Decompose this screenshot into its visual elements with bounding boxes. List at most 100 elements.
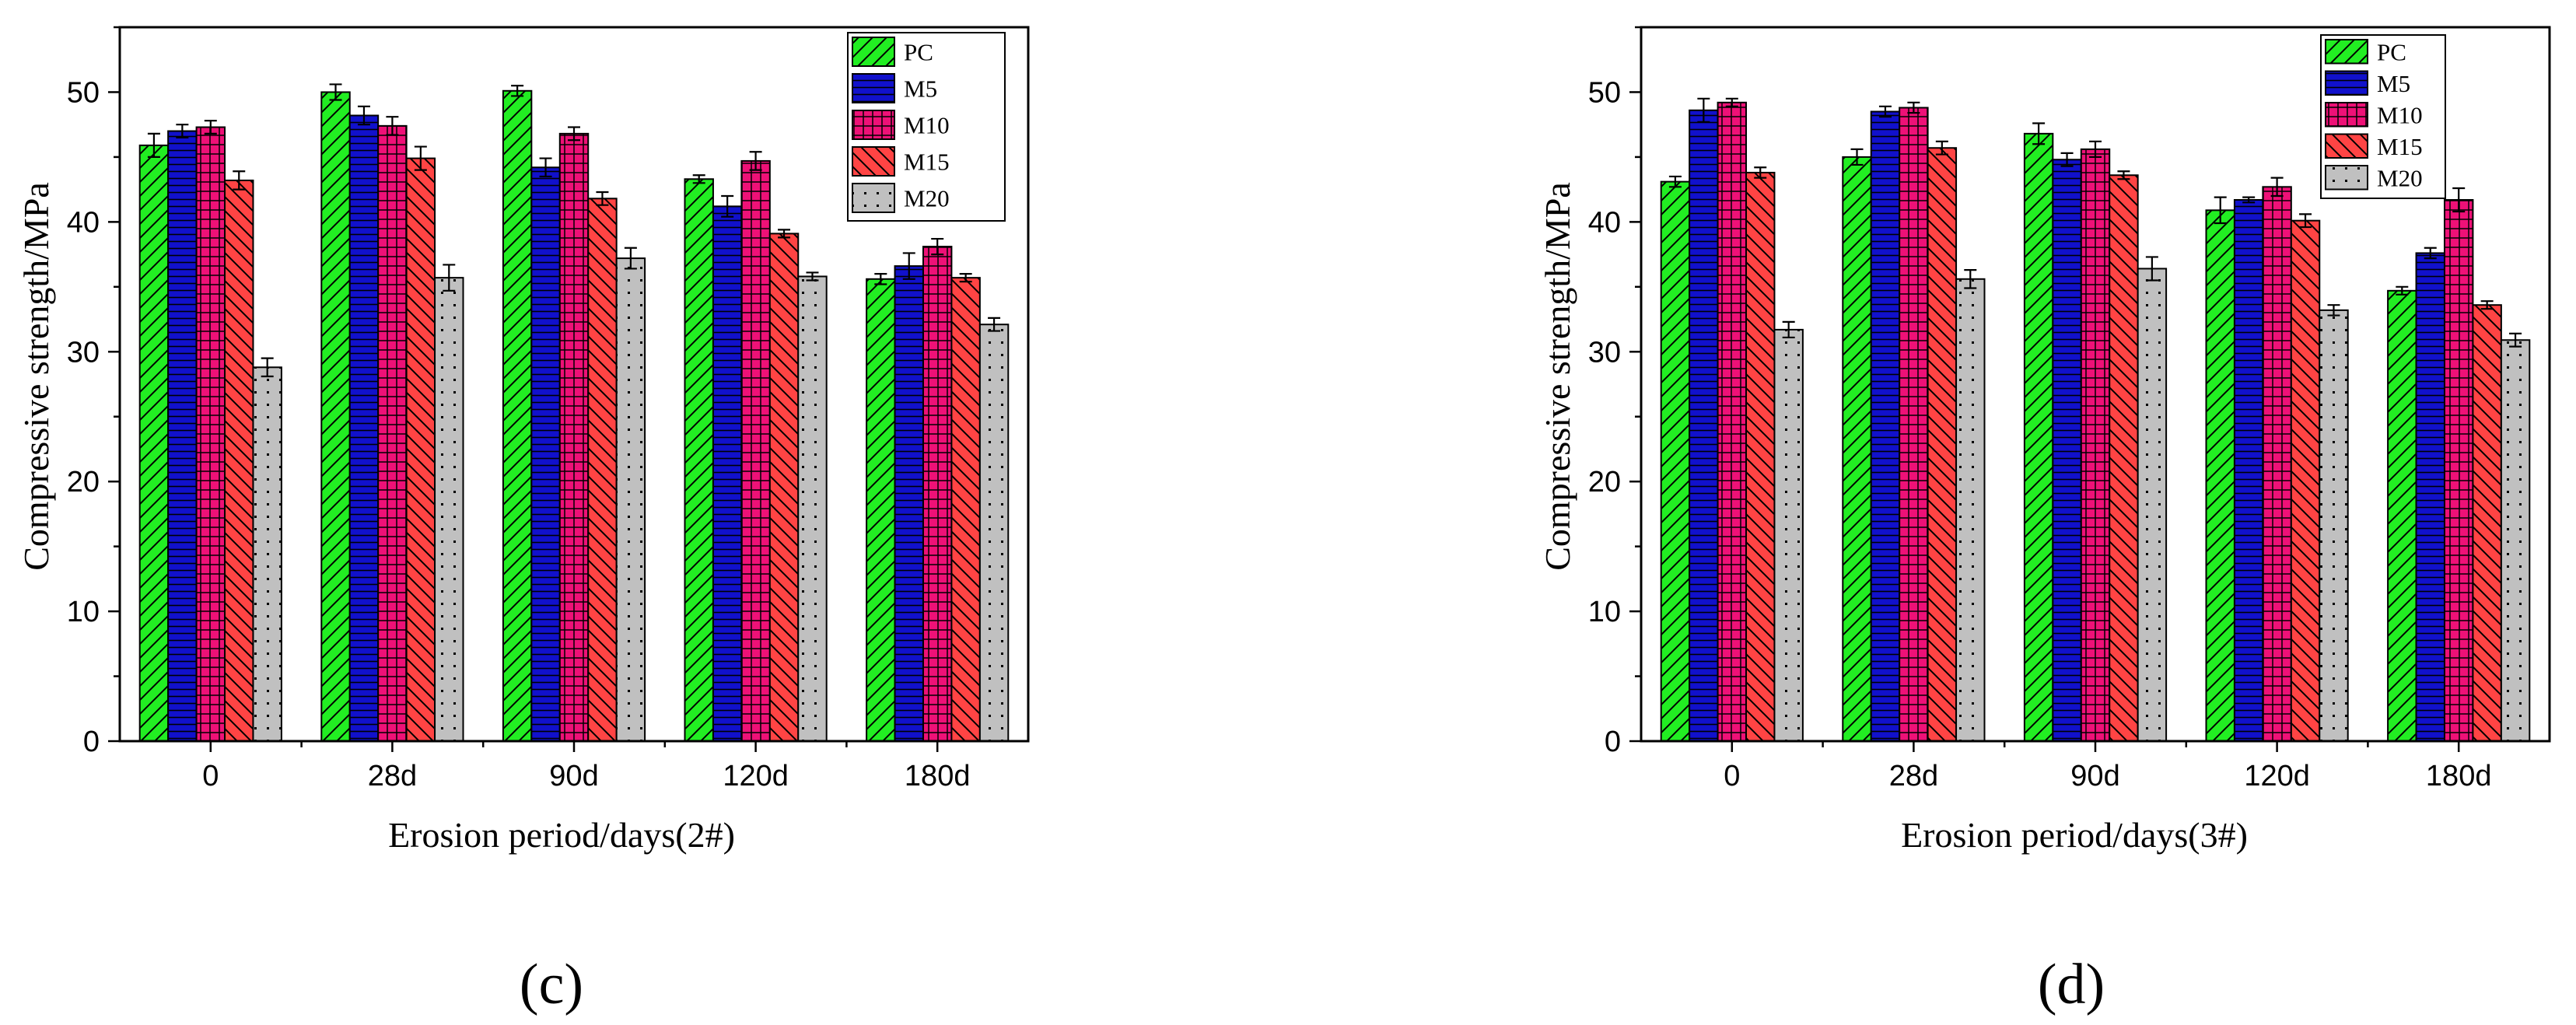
x-axis-title: Erosion period/days(3#): [1901, 815, 2248, 855]
error-bar-pc-120d: [2214, 196, 2227, 225]
error-bar-m15-0: [1754, 166, 1767, 179]
error-bar-m5-120d: [2242, 196, 2256, 204]
error-bars-group: [147, 83, 1001, 378]
bar-m5-90d: [530, 166, 561, 742]
bar-m10-90d: [2080, 148, 2111, 743]
error-bar-m15-120d: [778, 229, 791, 239]
y-tick-label: 10: [67, 596, 100, 628]
x-axis-ticks: 0 28d 90d 120d 180d: [202, 741, 970, 792]
bar-m20-0: [1773, 328, 1804, 742]
legend-label: M20: [904, 185, 950, 212]
bar-m5-180d: [2415, 252, 2445, 742]
bar-m10-90d: [558, 132, 590, 742]
error-bar-m15-28d: [414, 145, 427, 171]
legend-label: M20: [2377, 164, 2423, 191]
bar-pc-90d: [2023, 132, 2054, 742]
legend-item-m20: M20: [2325, 164, 2423, 191]
bar-m10-120d: [2262, 186, 2292, 743]
bar-m10-120d: [740, 159, 771, 742]
bar-m5-120d: [2233, 198, 2264, 743]
legend-label: M10: [2377, 101, 2423, 128]
bar-m20-180d: [978, 324, 1010, 743]
error-bar-m20-90d: [624, 247, 637, 270]
legend-swatch: [2325, 70, 2368, 96]
legend-swatch: [852, 146, 895, 177]
bar-m20-90d: [615, 257, 646, 742]
panel-label: (c): [520, 953, 583, 1016]
error-bar-m5-180d: [902, 252, 915, 280]
bar-m15-180d: [2472, 304, 2502, 743]
bar-pc-180d: [866, 278, 896, 742]
legend-swatch: [2325, 102, 2368, 128]
bar-m10-28d: [1899, 107, 1929, 742]
legend-item-pc: PC: [2325, 38, 2406, 65]
y-axis-ticks: 0 10 20 30 40 50: [67, 26, 120, 758]
x-tick-label: 90d: [549, 760, 598, 792]
error-bar-pc-28d: [329, 83, 342, 101]
bar-m15-28d: [1927, 147, 1958, 742]
error-bar-m5-90d: [2060, 152, 2074, 167]
x-tick-label: 28d: [368, 760, 417, 792]
y-tick-label: 30: [67, 336, 100, 369]
legend-swatch: [852, 110, 895, 140]
error-bar-m15-180d: [2480, 300, 2494, 310]
error-bar-m15-90d: [596, 191, 609, 206]
bar-m20-28d: [434, 277, 464, 743]
legend-item-m15: M15: [852, 146, 950, 177]
error-bar-pc-90d: [2032, 122, 2046, 145]
legend-swatch: [2325, 133, 2368, 159]
chart-panel-c: 0 10 20 30 40 50 0 28d 90d 120d 180d Compressive …: [16, 26, 1030, 1016]
error-bar-m5-90d: [539, 157, 552, 178]
bar-m15-120d: [768, 233, 800, 743]
y-tick-label: 0: [1605, 726, 1621, 758]
error-bar-m5-28d: [357, 105, 370, 126]
error-bar-m20-180d: [2509, 332, 2522, 348]
x-axis-ticks: 0 28d 90d 120d 180d: [1724, 741, 2491, 792]
y-tick-label: 30: [1588, 336, 1621, 369]
legend-item-m5: M5: [852, 73, 937, 103]
error-bar-m20-28d: [1964, 269, 1977, 289]
bar-pc-28d: [320, 91, 351, 743]
error-bar-m10-120d: [2270, 177, 2284, 198]
error-bar-m10-0: [204, 120, 217, 135]
chart-panel-d: 0 10 20 30 40 50 0 28d 90d 120d 180d Compressive …: [1538, 26, 2551, 1016]
x-tick-label: 120d: [2244, 760, 2310, 792]
bar-m10-0: [1717, 101, 1748, 743]
bar-m5-0: [1689, 109, 1719, 742]
legend: PC M5 M10 M15 M20: [2320, 34, 2446, 199]
legend-label: M15: [904, 149, 950, 176]
error-bar-m15-28d: [1935, 140, 1948, 156]
bar-m5-28d: [1870, 110, 1901, 742]
error-bar-pc-0: [1668, 175, 1682, 188]
bar-m20-120d: [797, 275, 828, 742]
bar-pc-0: [1660, 180, 1691, 742]
error-bar-m15-90d: [2117, 170, 2130, 180]
y-tick-label: 0: [83, 726, 100, 758]
y-tick-label: 40: [67, 206, 100, 239]
bar-m15-28d: [405, 157, 436, 742]
error-bar-pc-180d: [874, 273, 887, 285]
error-bar-pc-28d: [1850, 148, 1864, 166]
bar-pc-120d: [2205, 209, 2235, 743]
bar-m20-28d: [1955, 278, 1986, 742]
error-bar-m5-180d: [2424, 247, 2437, 260]
legend-item-m10: M10: [2325, 101, 2423, 128]
bar-pc-90d: [502, 89, 533, 742]
y-axis-title: Compressive strength/MPa: [1538, 182, 1577, 571]
bar-m20-120d: [2319, 309, 2349, 742]
x-tick-label: 28d: [1889, 760, 1938, 792]
x-tick-label: 90d: [2070, 760, 2119, 792]
x-tick-label: 180d: [2426, 760, 2492, 792]
y-tick-label: 50: [67, 76, 100, 109]
error-bar-pc-0: [147, 132, 160, 159]
legend-item-m10: M10: [852, 110, 950, 140]
bar-m10-180d: [2443, 198, 2474, 743]
bar-pc-180d: [2387, 289, 2417, 742]
legend-item-m5: M5: [2325, 70, 2410, 97]
error-bar-m10-0: [1725, 97, 1738, 107]
error-bar-m5-0: [1697, 97, 1710, 123]
bar-pc-0: [138, 144, 170, 742]
y-tick-label: 20: [1588, 466, 1621, 499]
x-tick-label: 120d: [723, 760, 789, 792]
error-bar-m20-120d: [806, 271, 819, 282]
